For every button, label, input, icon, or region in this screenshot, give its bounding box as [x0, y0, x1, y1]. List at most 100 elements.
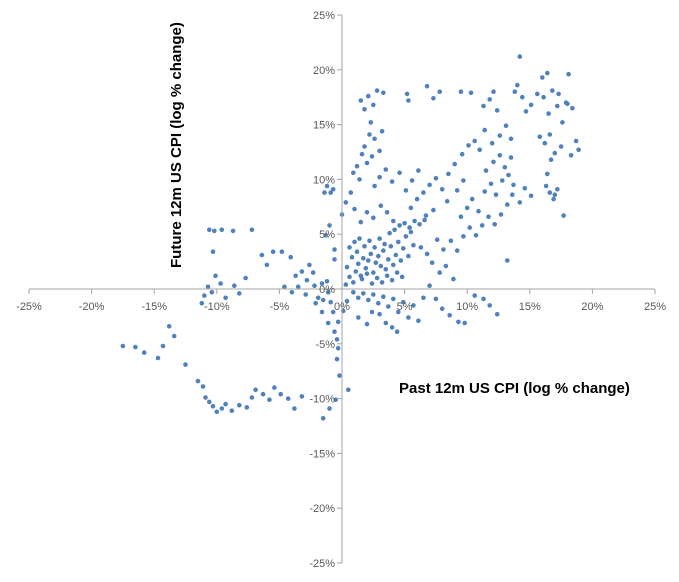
- data-point: [364, 271, 370, 277]
- data-point: [369, 281, 375, 286]
- data-point: [523, 109, 529, 114]
- data-point: [424, 83, 430, 89]
- data-point: [535, 91, 540, 97]
- data-point: [477, 147, 483, 153]
- data-point: [371, 292, 376, 297]
- data-point: [552, 150, 558, 156]
- data-point: [411, 303, 416, 308]
- data-point: [543, 183, 549, 189]
- data-point: [497, 153, 503, 158]
- data-point: [397, 223, 402, 228]
- y-tick-label: 25%: [313, 10, 335, 22]
- data-point: [209, 290, 215, 295]
- data-point: [497, 133, 503, 138]
- data-point: [456, 319, 461, 325]
- data-point: [327, 406, 332, 411]
- data-point: [366, 93, 371, 99]
- data-point: [332, 257, 337, 262]
- data-point: [481, 296, 486, 302]
- data-point: [319, 281, 325, 286]
- data-point: [356, 315, 361, 320]
- data-point: [548, 157, 554, 162]
- data-point: [299, 269, 305, 274]
- data-point: [367, 238, 372, 244]
- data-point: [566, 71, 571, 77]
- data-point: [347, 274, 352, 280]
- data-point: [384, 210, 390, 215]
- data-point: [431, 96, 436, 101]
- data-point: [313, 300, 319, 306]
- data-point: [381, 90, 386, 96]
- data-point: [223, 401, 228, 407]
- data-point: [379, 128, 385, 134]
- data-point: [368, 120, 374, 125]
- data-point: [324, 183, 330, 189]
- data-point: [560, 120, 565, 125]
- data-point: [418, 245, 424, 250]
- data-point: [427, 283, 432, 289]
- data-point: [454, 188, 460, 193]
- data-point: [383, 320, 389, 326]
- data-point: [403, 188, 409, 193]
- data-point: [479, 223, 485, 228]
- data-point: [267, 397, 272, 403]
- data-point: [540, 75, 545, 80]
- data-point: [358, 219, 364, 225]
- data-point: [371, 215, 376, 221]
- data-point: [230, 228, 236, 234]
- x-tick-label: -5%: [270, 301, 290, 313]
- y-tick-label: -20%: [309, 503, 335, 515]
- data-point: [362, 107, 367, 112]
- data-point: [351, 290, 356, 295]
- data-point: [195, 378, 201, 384]
- data-point: [381, 248, 386, 253]
- data-point: [332, 329, 337, 335]
- data-point: [441, 247, 446, 252]
- data-point: [476, 208, 481, 214]
- data-point: [389, 325, 395, 330]
- data-point: [344, 264, 350, 270]
- data-point: [377, 174, 382, 180]
- data-point: [406, 253, 411, 259]
- data-point: [348, 190, 354, 195]
- data-point: [272, 385, 277, 390]
- data-point: [570, 105, 575, 111]
- data-point: [389, 179, 395, 184]
- data-point: [351, 280, 356, 285]
- y-tick-label: -5%: [315, 339, 335, 351]
- data-point: [362, 144, 367, 149]
- data-point: [361, 291, 366, 296]
- data-point: [472, 138, 478, 144]
- data-point: [408, 229, 414, 235]
- x-axis-title: Past 12m US CPI (log % change): [399, 380, 630, 397]
- data-point: [292, 406, 297, 411]
- data-point: [322, 190, 327, 195]
- data-point: [502, 165, 508, 170]
- data-point: [323, 233, 329, 238]
- data-point: [489, 140, 495, 146]
- data-point: [199, 300, 205, 306]
- y-tick-label: 0%: [319, 284, 335, 296]
- data-point: [363, 265, 369, 271]
- data-point: [520, 94, 525, 100]
- data-point: [364, 210, 370, 215]
- data-point: [503, 123, 509, 128]
- data-point: [402, 220, 407, 226]
- x-tick-label: 5%: [397, 301, 413, 313]
- data-point: [202, 293, 207, 298]
- data-point: [320, 297, 326, 303]
- data-point: [351, 170, 356, 176]
- data-point: [552, 192, 558, 197]
- data-point: [325, 320, 331, 326]
- data-point: [545, 70, 550, 76]
- data-point: [416, 318, 421, 324]
- data-point: [218, 281, 223, 286]
- axis-ticks: [28, 14, 656, 564]
- data-point: [214, 409, 220, 415]
- data-point: [482, 127, 488, 133]
- data-point: [155, 355, 161, 361]
- data-point: [315, 295, 321, 301]
- y-tick-label: 10%: [313, 174, 335, 186]
- y-tick-label: -25%: [309, 558, 335, 570]
- data-point: [481, 103, 486, 109]
